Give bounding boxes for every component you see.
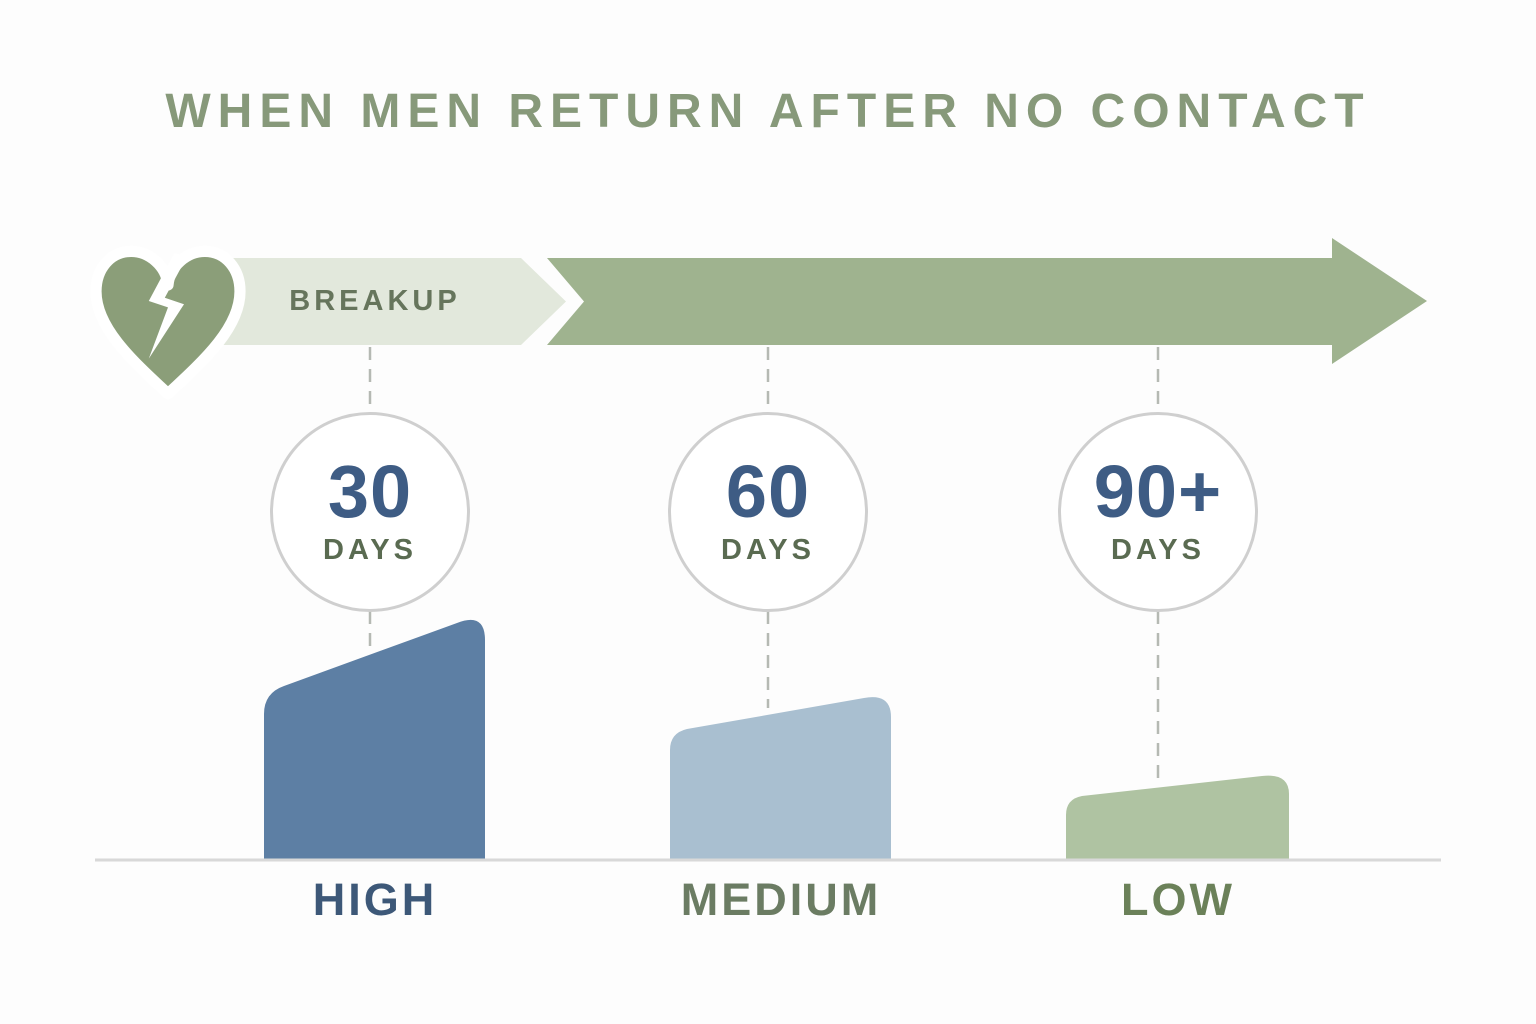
milestone-days-value: 90+ [1093,450,1223,534]
milestone-days-unit: DAYS [1111,533,1205,566]
bar-medium [670,697,891,860]
milestone-days-unit: DAYS [323,533,417,566]
milestone-days-value: 60 [725,450,811,534]
likelihood-label-low: LOW [1121,874,1235,925]
broken-heart-icon [90,245,246,400]
timeline-arrow [547,238,1427,364]
milestone-circle-90: 90+ DAYS [1058,412,1258,612]
bar-high [264,619,485,860]
heart-crack [148,253,188,359]
milestone-circle-60: 60 DAYS [668,412,868,612]
milestone-days-unit: DAYS [721,533,815,566]
likelihood-label-high: HIGH [312,874,438,925]
milestone-circle-30: 30 DAYS [270,412,470,612]
bar-low [1066,775,1289,860]
breakup-banner [215,258,566,345]
likelihood-label-medium: MEDIUM [680,874,882,925]
breakup-banner-label: BREAKUP [289,285,461,317]
page-title: WHEN MEN RETURN AFTER NO CONTACT [165,85,1371,138]
milestone-days-value: 30 [327,450,413,534]
